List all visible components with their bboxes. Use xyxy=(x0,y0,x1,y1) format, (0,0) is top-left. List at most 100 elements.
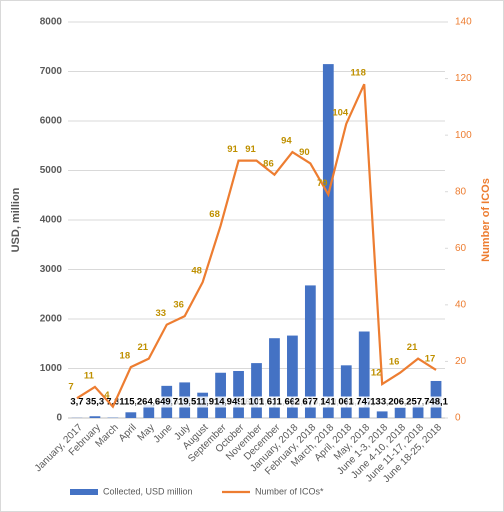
legend-label: Number of ICOs* xyxy=(255,486,324,496)
bar-value-label-bg xyxy=(387,396,414,408)
y2-tick-label: 80 xyxy=(455,186,467,197)
bar-value-label-bg xyxy=(257,396,292,408)
y-tick-label: 7000 xyxy=(40,66,63,77)
line-value-label: 16 xyxy=(389,356,400,367)
bar xyxy=(89,416,101,418)
y2-tick-label: 100 xyxy=(455,130,472,141)
bar-value-label-bg xyxy=(369,396,396,408)
line-value-label: 90 xyxy=(299,147,310,158)
bar xyxy=(358,331,370,418)
bar-value-label: 511,2 xyxy=(191,397,214,408)
line-value-label: 48 xyxy=(191,266,202,277)
bar-value-label: 264,2 xyxy=(137,397,161,408)
line-value-label: 36 xyxy=(173,300,184,311)
line-value-label: 91 xyxy=(227,144,238,155)
legend-swatch xyxy=(70,489,98,495)
bar-value-label-bg xyxy=(311,396,346,408)
bar-value-label: 748,1 xyxy=(424,397,448,408)
bar-value-label-bg xyxy=(190,396,216,408)
line-value-label: 17 xyxy=(425,353,436,364)
y2-tick-label: 20 xyxy=(455,356,467,367)
bar-value-label-bg xyxy=(405,396,431,408)
bar-value-label-bg xyxy=(239,396,274,408)
bar-value-label-bg xyxy=(293,396,328,408)
bar-value-label-bg xyxy=(105,396,121,408)
line-value-label: 86 xyxy=(263,158,274,169)
y2-tick-label: 140 xyxy=(455,17,472,28)
bar-value-label: 3,7 xyxy=(70,397,83,408)
legend-label: Collected, USD million xyxy=(103,486,193,496)
y-tick-label: 0 xyxy=(56,413,62,424)
bar-value-label: 7 149,4 xyxy=(312,397,344,408)
y-tick-label: 5000 xyxy=(40,165,63,176)
bar xyxy=(251,363,262,418)
bar-value-label: 35,3 xyxy=(86,397,105,408)
bar-value-label-bg xyxy=(118,396,144,408)
bar xyxy=(376,411,388,418)
y2-tick-label: 120 xyxy=(455,73,472,84)
line-value-label: 104 xyxy=(332,107,349,118)
y-tick-label: 6000 xyxy=(40,116,63,127)
bar-value-label: 7,3 xyxy=(106,397,119,408)
bar-value-label-bg xyxy=(423,396,450,408)
y2-tick-label: 60 xyxy=(455,243,467,254)
line-value-label: 11 xyxy=(84,370,95,381)
line-value-label: 33 xyxy=(155,308,166,319)
bar-value-label-bg xyxy=(329,396,364,408)
bar xyxy=(322,64,334,418)
bar-value-label: 1 665,2 xyxy=(277,397,309,408)
bar-value-label-bg xyxy=(69,396,85,408)
bar-value-label: 257,8 xyxy=(406,397,430,408)
y2-tick-label: 40 xyxy=(455,299,467,310)
bar-value-label: 1 109,0 xyxy=(241,397,273,408)
bar xyxy=(215,372,226,418)
bar-value-label-bg xyxy=(84,396,106,408)
bar-value-label: 1 064,1 xyxy=(330,397,362,408)
line-value-label: 21 xyxy=(137,342,148,353)
line-value-label: 68 xyxy=(209,209,220,220)
bar-value-label: 1 747,3 xyxy=(348,397,380,408)
bar-value-label-bg xyxy=(207,396,234,408)
bar-value-label: 133,2 xyxy=(370,397,394,408)
bar xyxy=(287,335,298,418)
bar xyxy=(394,407,406,418)
bar-value-label-bg xyxy=(275,396,310,408)
bar-value-label: 949,6 xyxy=(227,397,251,408)
y-tick-label: 8000 xyxy=(40,17,63,28)
bar-value-label: 2 678,6 xyxy=(295,397,327,408)
bar xyxy=(412,405,424,418)
bar-value-label: 206,8 xyxy=(388,397,412,408)
bar-value-label: 649,5 xyxy=(155,397,179,408)
y-tick-label: 2000 xyxy=(40,314,63,325)
bar-value-label: 914,2 xyxy=(209,397,233,408)
bar-value-label: 719,1 xyxy=(173,397,197,408)
bar xyxy=(269,338,280,418)
y-tick-label: 3000 xyxy=(40,264,63,275)
bar-value-label: 1 611,9 xyxy=(259,397,290,408)
y-tick-label: 4000 xyxy=(40,215,63,226)
line-value-label: 94 xyxy=(281,136,292,147)
line-value-label: 21 xyxy=(407,342,418,353)
line-value-label: 118 xyxy=(351,68,366,79)
bar xyxy=(125,412,137,418)
bar xyxy=(340,365,352,418)
line-value-label: 91 xyxy=(245,144,256,155)
y-tick-label: 1000 xyxy=(40,363,63,374)
line-value-label: 18 xyxy=(120,351,131,362)
line-value-label: 79 xyxy=(317,178,328,189)
y2-axis-title: Number of ICOs xyxy=(480,178,492,262)
bar xyxy=(304,285,316,418)
line-value-label: 12 xyxy=(371,368,382,379)
line-value-label: 4 xyxy=(104,390,110,401)
y2-tick-label: 0 xyxy=(455,413,461,424)
bar xyxy=(233,370,244,418)
bar-value-label-bg xyxy=(347,396,382,408)
y-axis-title: USD, million xyxy=(10,187,22,252)
line-value-label: 7 xyxy=(68,382,73,393)
bar xyxy=(143,404,155,418)
bar-value-label-bg xyxy=(171,396,199,408)
line xyxy=(76,83,437,409)
bar-value-label-bg xyxy=(225,396,252,408)
